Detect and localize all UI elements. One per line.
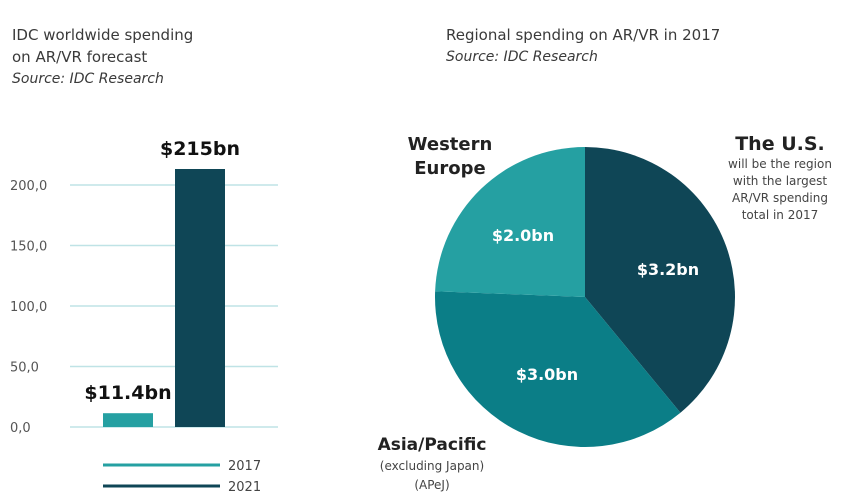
bar-chart-y-ticks: 0,0 50,0 100,0 150,0 200,0 <box>10 179 47 436</box>
pie-label-us: The U.S. <box>735 133 825 155</box>
pie-note-us-line1: will be the region <box>728 157 832 171</box>
pie-note-apac-line1: (excluding Japan) <box>380 459 484 473</box>
pie-slice-the-u-s- <box>585 147 736 413</box>
pie-value-label: $3.2bn <box>637 260 699 279</box>
y-tick-label: 50,0 <box>10 361 39 376</box>
bar-chart-bars <box>103 169 225 427</box>
pie-value-label: $2.0bn <box>492 226 554 245</box>
bar-chart-title-line2: on AR/VR forecast <box>12 48 148 66</box>
bar-chart: 0,0 50,0 100,0 150,0 200,0 $11.4bn $215bn 201… <box>10 138 278 495</box>
pie-label-asia-pacific: Asia/Pacific <box>378 435 487 455</box>
pie-slice-asia-pacific <box>435 291 681 448</box>
y-tick-label: 0,0 <box>10 421 31 436</box>
pie-note-us-line3: AR/VR spending <box>732 191 828 205</box>
bar-2017 <box>103 413 153 427</box>
pie-label-western-europe-line2: Europe <box>414 158 485 179</box>
bar-chart-value-labels: $11.4bn $215bn <box>84 138 240 404</box>
bar-chart-title-line1: IDC worldwide spending <box>12 26 194 44</box>
pie-chart: $3.2bn $3.0bn $2.0bn The U.S. will be the … <box>378 133 832 492</box>
y-tick-label: 100,0 <box>10 300 47 315</box>
pie-note-apac-line2: (APeJ) <box>414 478 449 492</box>
pie-chart-source: Source: IDC Research <box>446 49 598 65</box>
pie-chart-value-labels: $3.2bn $3.0bn $2.0bn <box>492 226 699 384</box>
legend-label-2017: 2017 <box>228 459 261 474</box>
y-tick-label: 150,0 <box>10 240 47 255</box>
pie-slice-western-europe <box>435 147 585 297</box>
bar-chart-legend: 2017 2021 <box>103 459 261 495</box>
pie-note-us-line2: with the largest <box>733 174 827 188</box>
pie-label-western-europe-line1: Western <box>408 134 493 155</box>
pie-chart-title: Regional spending on AR/VR in 2017 Sourc… <box>446 24 720 68</box>
pie-note-us-line4: total in 2017 <box>742 208 819 222</box>
legend-label-2021: 2021 <box>228 480 261 495</box>
bar-chart-source: Source: IDC Research <box>12 71 164 87</box>
pie-chart-slices <box>435 147 736 448</box>
pie-chart-title-line: Regional spending on AR/VR in 2017 <box>446 26 721 44</box>
y-tick-label: 200,0 <box>10 179 47 194</box>
bar-2021 <box>175 169 225 427</box>
bar-value-label-2021: $215bn <box>160 138 240 160</box>
pie-value-label: $3.0bn <box>516 365 578 384</box>
bar-value-label-2017: $11.4bn <box>84 382 171 404</box>
bar-chart-title: IDC worldwide spending on AR/VR forecast… <box>12 24 193 90</box>
